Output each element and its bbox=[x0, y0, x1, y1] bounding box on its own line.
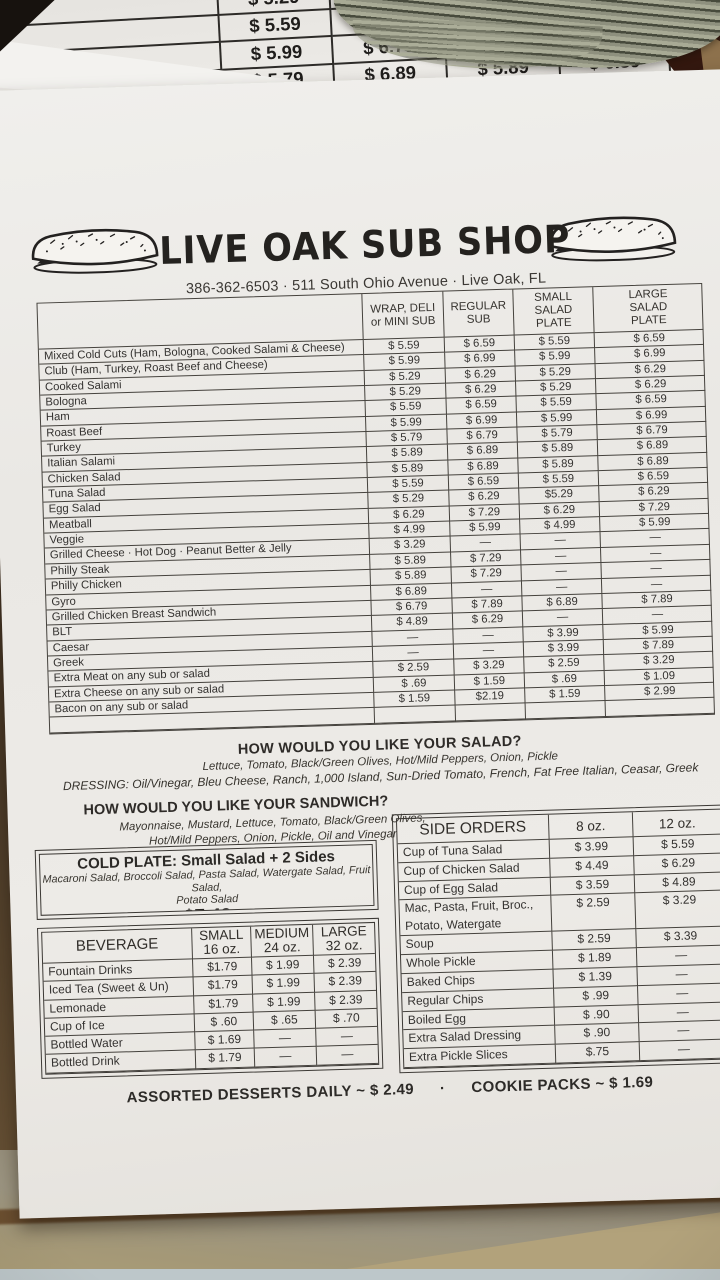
header-regular-sub: REGULAR SUB bbox=[443, 289, 515, 338]
side-orders-table-box: SIDE ORDERS 8 oz. 12 oz. Cup of Tuna Sal… bbox=[391, 804, 720, 1074]
side-order-price-8oz: $ 2.59 bbox=[552, 929, 637, 951]
beverage-price-medium: — bbox=[254, 1047, 318, 1068]
beverage-price-medium: $ 1.99 bbox=[251, 955, 315, 976]
beverage-price-large: $ 2.39 bbox=[315, 990, 377, 1011]
price-regular-sub bbox=[455, 703, 527, 722]
beverage-price-small: $ 1.79 bbox=[195, 1049, 256, 1070]
beverage-price-medium: $ 1.99 bbox=[252, 974, 316, 995]
side-order-price-8oz: $ 4.49 bbox=[550, 856, 635, 878]
header-large-salad-plate: LARGE SALAD PLATE bbox=[593, 283, 704, 334]
desserts-footer-line: ASSORTED DESSERTS DAILY ~ $ 2.49 · COOKI… bbox=[60, 1072, 720, 1109]
side-order-price-8oz: $ 3.99 bbox=[549, 837, 635, 859]
header-beverage: BEVERAGE bbox=[42, 928, 194, 964]
side-order-price-12oz: — bbox=[639, 1020, 720, 1043]
main-price-table: WRAP, DELI or MINI SUB REGULAR SUB SMALL… bbox=[36, 282, 715, 735]
beverage-price-medium: $ .65 bbox=[253, 1010, 317, 1031]
beverage-price-small: $1.79 bbox=[193, 975, 254, 996]
salad-options-section: HOW WOULD YOU LIKE YOUR SALAD? Lettuce, … bbox=[50, 728, 711, 794]
beverage-price-medium: $ 1.99 bbox=[253, 992, 316, 1013]
side-order-price-12oz: — bbox=[639, 1039, 720, 1062]
side-order-price-12oz: $ 3.29 bbox=[635, 890, 720, 930]
beverage-price-large: — bbox=[316, 1027, 378, 1048]
header-small-16oz: SMALL 16 oz. bbox=[192, 926, 252, 960]
side-order-price-8oz: $ 3.59 bbox=[550, 874, 636, 897]
side-order-price-12oz: — bbox=[638, 1002, 720, 1024]
cold-plate-box-inner: COLD PLATE: Small Salad + 2 Sides Macaro… bbox=[38, 843, 375, 916]
header-12oz: 12 oz. bbox=[632, 809, 720, 838]
beverage-price-small: $ .60 bbox=[194, 1012, 255, 1033]
side-order-price-12oz: — bbox=[637, 983, 720, 1005]
side-order-price-12oz: $ 4.89 bbox=[634, 872, 720, 894]
beverage-price-medium: — bbox=[254, 1028, 317, 1050]
beverage-price-large: — bbox=[316, 1045, 379, 1066]
beverage-price-small: $1.79 bbox=[194, 994, 254, 1015]
side-order-price-8oz: $ 1.39 bbox=[553, 967, 638, 989]
side-order-price-12oz: $ 6.29 bbox=[634, 853, 720, 875]
side-order-price-8oz: $ 1.89 bbox=[552, 948, 638, 970]
beverage-name: Bottled Drink bbox=[45, 1050, 197, 1074]
cookie-packs-text: COOKIE PACKS ~ $ 1.69 bbox=[471, 1073, 654, 1097]
beverage-price-large: $ 2.39 bbox=[313, 953, 376, 975]
beverage-price-small: $ 1.69 bbox=[195, 1030, 255, 1051]
counter-edge-strip bbox=[0, 1269, 720, 1280]
menu-page: LIVE OAK SUB SHOP 386-362-6503 · 511 Sou… bbox=[0, 68, 720, 1219]
side-order-price-8oz: $ .90 bbox=[554, 1004, 640, 1027]
header-8oz: 8 oz. bbox=[548, 812, 634, 840]
side-order-price-12oz: — bbox=[637, 964, 720, 986]
side-order-price-12oz: $ 3.39 bbox=[636, 926, 720, 949]
price-small-salad bbox=[525, 701, 606, 719]
footer-separator-dot: · bbox=[439, 1079, 446, 1098]
desserts-text: ASSORTED DESSERTS DAILY ~ $ 2.49 bbox=[126, 1080, 415, 1107]
price-wrap-deli-mini bbox=[374, 705, 457, 724]
beverage-table: BEVERAGE SMALL 16 oz. MEDIUM 24 oz. LARG… bbox=[41, 921, 380, 1075]
beverage-price-small: $1.79 bbox=[193, 957, 253, 978]
shop-title: LIVE OAK SUB SHOP bbox=[158, 216, 572, 274]
sub-sandwich-icon bbox=[31, 228, 159, 274]
header-wrap-deli-mini: WRAP, DELI or MINI SUB bbox=[362, 291, 445, 341]
side-order-name: Extra Pickle Slices bbox=[403, 1044, 557, 1069]
price-large-salad bbox=[605, 698, 715, 717]
beverage-price-large: $ 2.39 bbox=[314, 972, 377, 993]
sub-sandwich-icon bbox=[549, 216, 677, 262]
side-order-price-8oz: $ .99 bbox=[554, 985, 639, 1008]
beverage-table-box: BEVERAGE SMALL 16 oz. MEDIUM 24 oz. LARG… bbox=[37, 917, 384, 1079]
side-order-price-12oz: $ 5.59 bbox=[633, 834, 720, 857]
cold-plate-box: COLD PLATE: Small Salad + 2 Sides Macaro… bbox=[34, 839, 379, 920]
header-large-32oz: LARGE 32 oz. bbox=[313, 922, 375, 956]
side-order-name: Mac, Pasta, Fruit, Broc., Potato, Waterg… bbox=[399, 896, 553, 937]
side-order-price-8oz: $ .90 bbox=[555, 1023, 640, 1045]
side-order-price-12oz: — bbox=[636, 945, 720, 968]
side-order-price-8oz: $ 2.59 bbox=[551, 893, 637, 933]
beverage-price-large: $ .70 bbox=[315, 1008, 378, 1029]
header-small-salad-plate: SMALL SALAD PLATE bbox=[513, 287, 595, 336]
side-orders-table: SIDE ORDERS 8 oz. 12 oz. Cup of Tuna Sal… bbox=[395, 808, 720, 1070]
header-medium-24oz: MEDIUM 24 oz. bbox=[251, 924, 314, 958]
side-order-price-8oz: $.75 bbox=[555, 1042, 641, 1064]
